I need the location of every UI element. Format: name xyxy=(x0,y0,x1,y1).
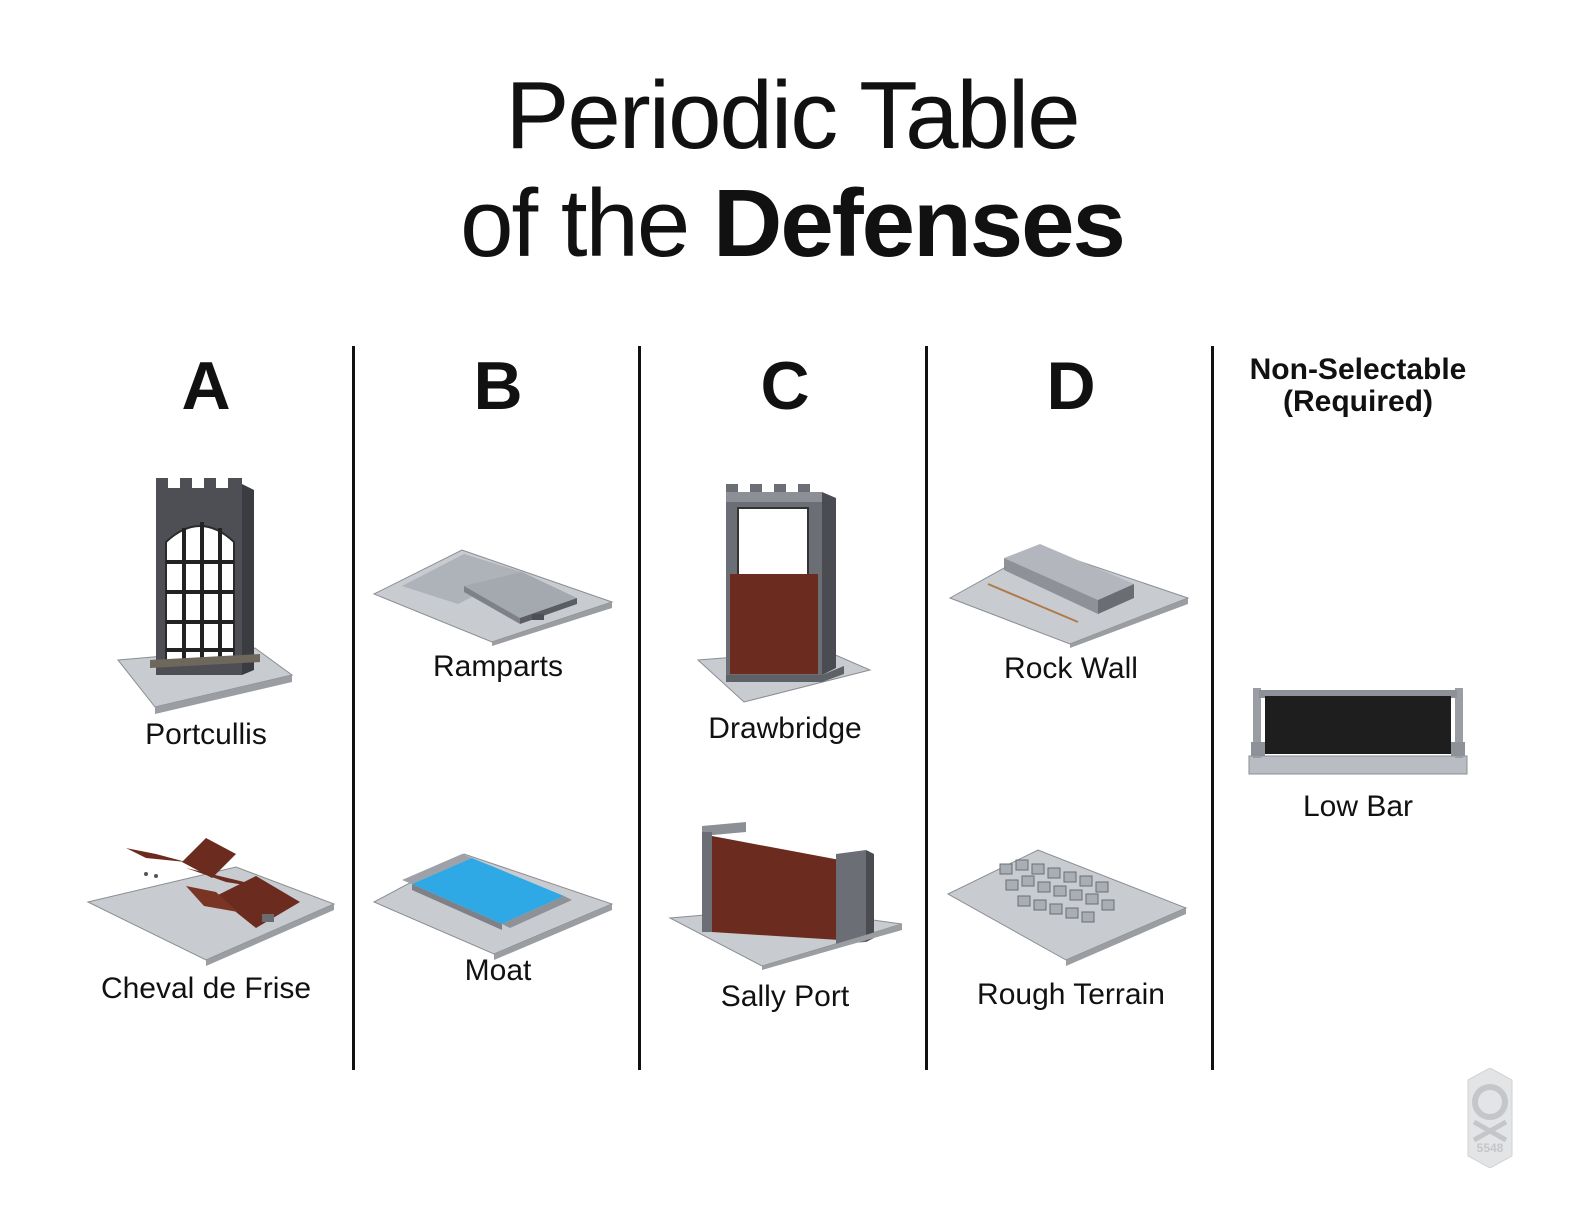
title-prefix: of the xyxy=(460,170,713,277)
portcullis-image xyxy=(117,478,294,714)
page-title-line-1: Periodic Table xyxy=(505,62,1080,169)
drawbridge-image xyxy=(696,484,872,703)
defense-label-low-bar: Low Bar xyxy=(1302,790,1414,823)
defense-label-sally-port: Sally Port xyxy=(720,980,850,1013)
defense-label-ramparts: Ramparts xyxy=(432,650,564,683)
low-bar-image xyxy=(1248,688,1468,775)
column-divider-1 xyxy=(352,346,355,1070)
column-heading-a: A xyxy=(181,348,231,424)
team-number: 5548 xyxy=(1477,1141,1504,1155)
rock-wall-image xyxy=(948,544,1190,648)
column-heading-d: D xyxy=(1046,348,1096,424)
column-divider-4 xyxy=(1211,346,1214,1070)
column-heading-c: C xyxy=(760,348,810,424)
heading-line-2: (Required) xyxy=(1283,384,1433,418)
team-logo-icon: 5548 xyxy=(1467,1068,1513,1168)
ramparts-image xyxy=(372,549,614,646)
moat-image xyxy=(372,853,614,960)
column-heading-non-selectable: Non-Selectable (Required) xyxy=(1213,354,1503,417)
defense-label-moat: Moat xyxy=(464,954,532,987)
defense-label-rock-wall: Rock Wall xyxy=(1004,652,1138,685)
page-title-line-2: of the Defenses xyxy=(0,176,1584,272)
defense-label-portcullis: Portcullis xyxy=(145,718,267,751)
title-emphasis: Defenses xyxy=(712,170,1126,277)
column-heading-b: B xyxy=(473,348,523,424)
defense-label-rough-terrain: Rough Terrain xyxy=(977,978,1165,1011)
defense-label-drawbridge: Drawbridge xyxy=(708,712,862,745)
heading-line-1: Non-Selectable xyxy=(1249,353,1467,386)
defense-label-cheval-de-frise: Cheval de Frise xyxy=(100,972,312,1005)
column-divider-3 xyxy=(925,346,928,1070)
column-divider-2 xyxy=(638,346,641,1070)
cheval-de-frise-image xyxy=(86,838,336,966)
sally-port-image xyxy=(668,822,903,970)
rough-terrain-image xyxy=(946,849,1188,966)
